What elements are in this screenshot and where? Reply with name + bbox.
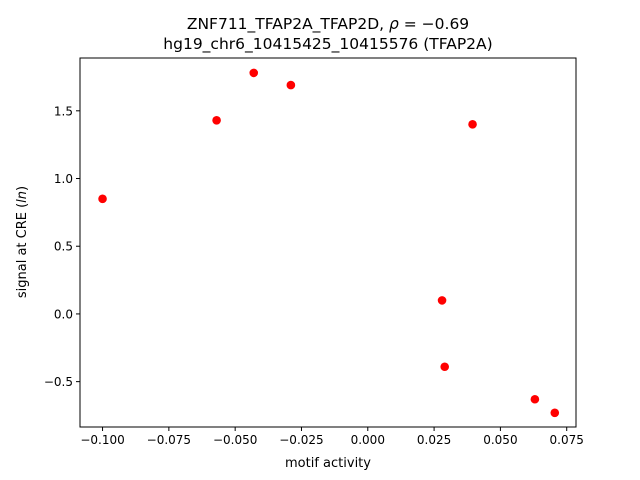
x-tick-label: −0.075 bbox=[147, 433, 191, 447]
data-point bbox=[212, 115, 221, 125]
data-point bbox=[286, 80, 296, 90]
x-tick-label: 0.025 bbox=[417, 433, 451, 447]
data-point bbox=[530, 394, 540, 404]
y-axis-label-italic: ln bbox=[15, 191, 30, 203]
data-point bbox=[440, 362, 450, 372]
data-point bbox=[550, 408, 560, 418]
x-tick-label: 0.000 bbox=[351, 433, 385, 447]
x-tick-label: 0.075 bbox=[550, 433, 584, 447]
y-axis-label-suffix: ) bbox=[15, 186, 30, 191]
y-tick-label: 0.0 bbox=[54, 307, 73, 321]
y-axis-ticks: −0.5 0.0 0.5 1.0 1.5 bbox=[44, 104, 80, 389]
x-tick-label: −0.050 bbox=[213, 433, 257, 447]
y-axis-label-prefix: signal at CRE ( bbox=[15, 203, 30, 298]
y-tick-label: 0.5 bbox=[54, 240, 73, 254]
x-tick-label: 0.050 bbox=[483, 433, 517, 447]
title-prefix: ZNF711_TFAP2A_TFAP2D, bbox=[187, 15, 389, 34]
data-point bbox=[249, 68, 259, 78]
y-tick-label: −0.5 bbox=[44, 375, 73, 389]
chart-title-line-1: ZNF711_TFAP2A_TFAP2D, ρ = −0.69 bbox=[187, 15, 469, 34]
y-tick-label: 1.5 bbox=[54, 104, 73, 118]
x-axis-label: motif activity bbox=[285, 456, 371, 471]
title-rho-symbol: ρ bbox=[389, 15, 399, 33]
data-point bbox=[437, 296, 447, 305]
title-rho-value: = −0.69 bbox=[399, 15, 469, 33]
data-point bbox=[468, 120, 477, 129]
x-tick-label: −0.025 bbox=[279, 433, 323, 447]
plot-area-frame bbox=[79, 57, 577, 428]
data-point bbox=[98, 194, 107, 204]
y-tick-label: 1.0 bbox=[54, 172, 73, 186]
y-axis-label: signal at CRE (ln) bbox=[15, 186, 30, 298]
x-tick-label: −0.100 bbox=[80, 433, 124, 447]
data-points bbox=[98, 68, 560, 418]
chart-title-line-2: hg19_chr6_10415425_10415576 (TFAP2A) bbox=[163, 35, 492, 54]
x-axis-ticks: −0.100 −0.075 −0.050 −0.025 0.000 0.025 0.050 0… bbox=[80, 427, 584, 447]
